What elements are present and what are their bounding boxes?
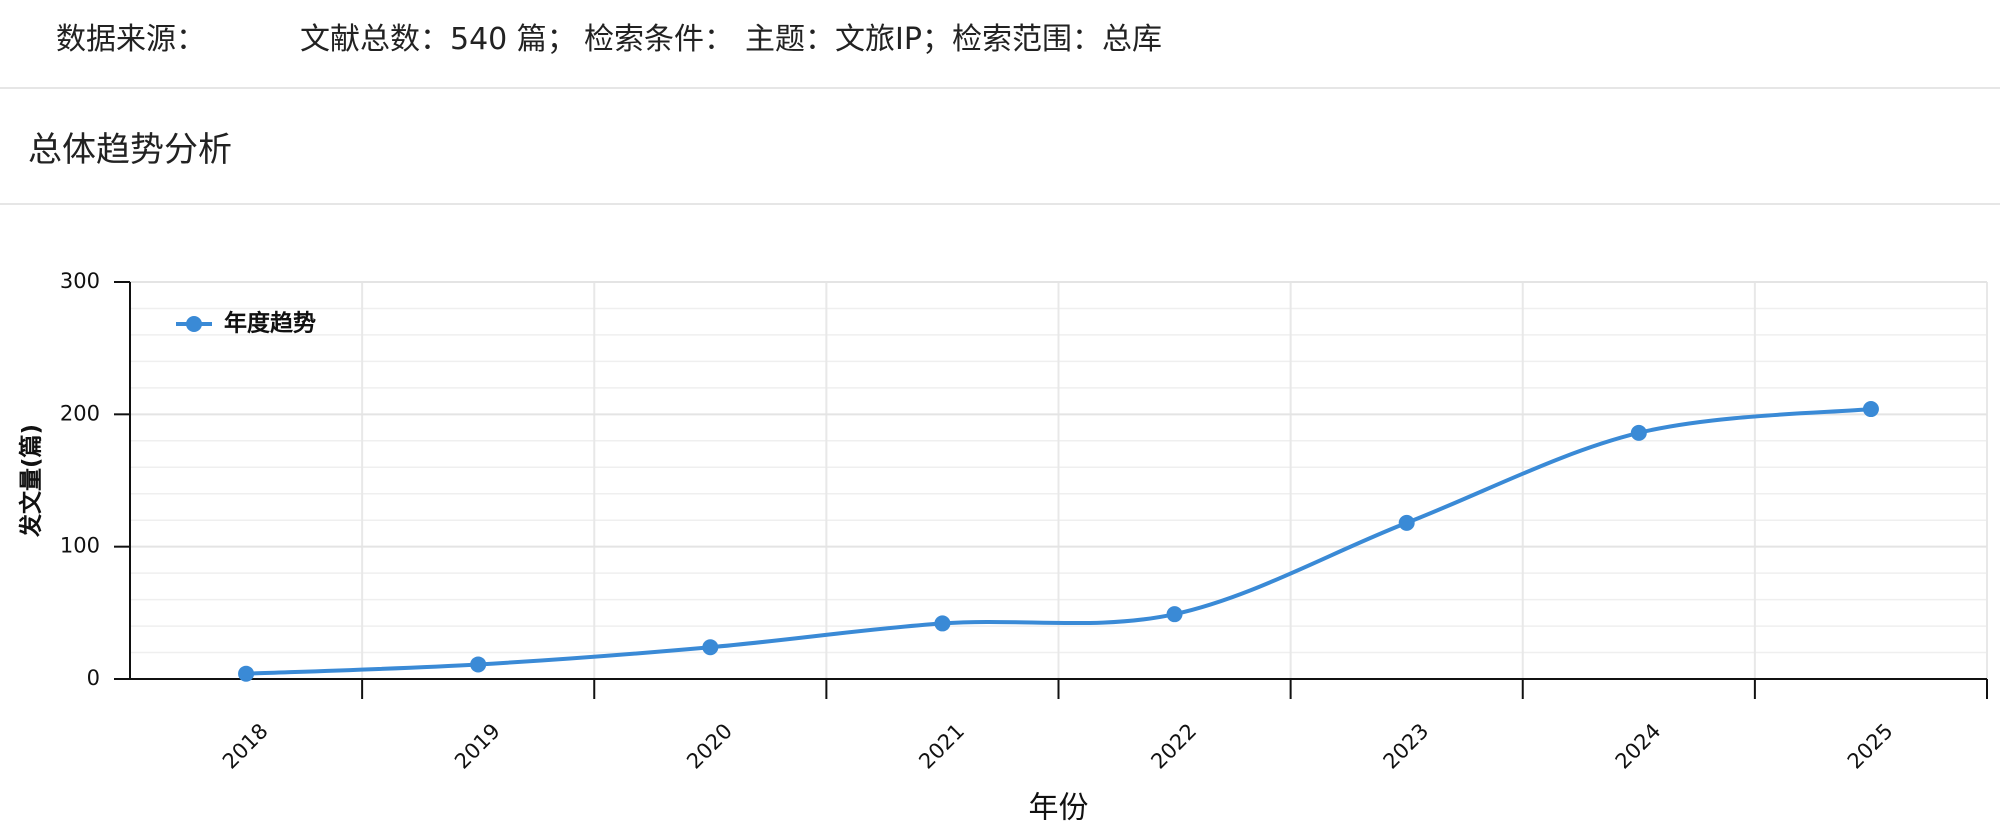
point	[1862, 401, 1879, 418]
section-header: 总体趋势分析	[0, 89, 2000, 205]
point	[934, 615, 951, 632]
x-tick-label: 2022	[1146, 719, 1201, 774]
line	[245, 407, 1872, 676]
x-tick-label: 2025	[1843, 719, 1898, 774]
point	[1166, 606, 1183, 623]
source-item: 主题：文旅IP；检索范围：总库	[745, 22, 1162, 57]
source-item: 检索条件：	[584, 22, 734, 57]
point	[238, 665, 255, 682]
x-axis-title: 年份	[1029, 791, 1089, 826]
legend-label: 年度趋势	[224, 310, 316, 337]
y-tick-label: 200	[60, 401, 100, 425]
point	[470, 656, 487, 673]
y-tick-label: 0	[87, 666, 100, 690]
point	[1630, 424, 1647, 441]
y-tick-label: 300	[60, 269, 100, 293]
x-tick-label: 2018	[218, 719, 273, 774]
x-tick-label: 2024	[1611, 719, 1666, 774]
x-tick-label: 2021	[914, 719, 969, 774]
source-label: 数据来源：	[56, 22, 206, 57]
x-tick-label: 2020	[682, 719, 737, 774]
point	[1398, 514, 1415, 531]
source-item: 文献总数：540 篇；	[300, 22, 577, 57]
point	[702, 639, 719, 656]
y-axis-title: 发文量(篇)	[18, 424, 45, 538]
source-bar: 数据来源： 文献总数：540 篇； 检索条件： 主题：文旅IP；检索范围：总库	[0, 0, 2000, 89]
legend-marker	[186, 316, 202, 332]
x-tick-label: 2019	[450, 719, 505, 774]
x-tick-label: 2023	[1379, 719, 1434, 774]
y-tick-label: 100	[60, 534, 100, 558]
chart: 0 100 200 300 2018 2019 2020 2021 2022 2023 2024 20…	[18, 269, 1988, 826]
section-title: 总体趋势分析	[28, 130, 232, 170]
